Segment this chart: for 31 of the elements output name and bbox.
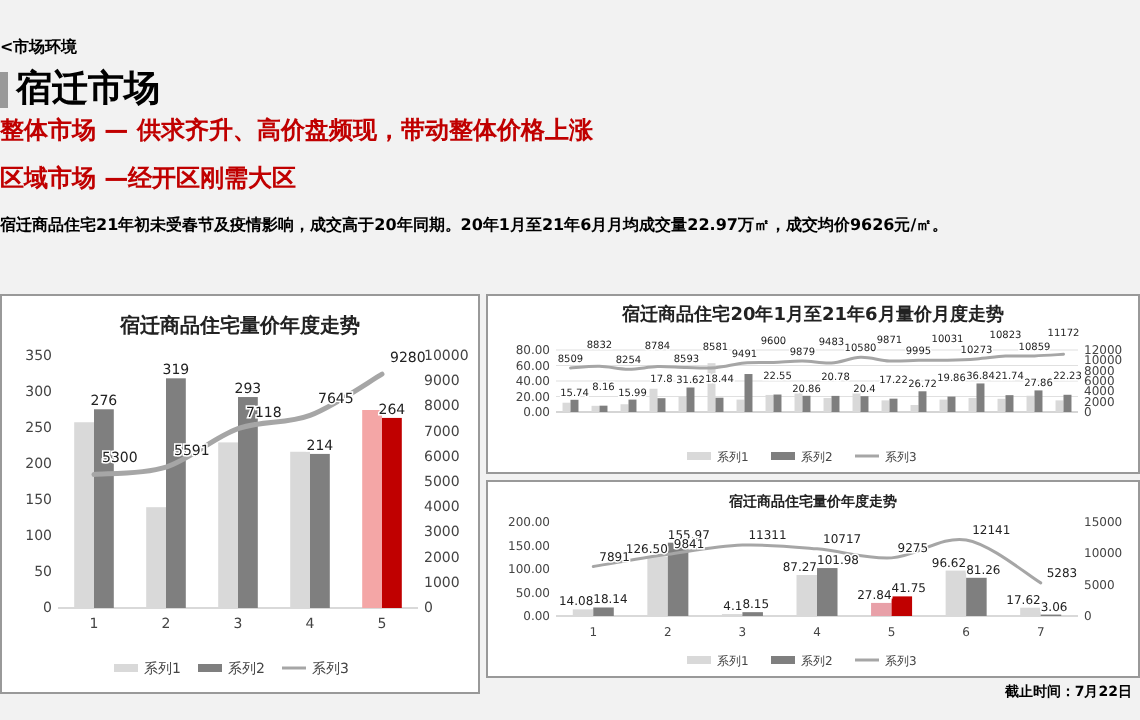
chart-title: 宿迁商品住宅量价年度走势 (118, 314, 360, 338)
bar (591, 405, 600, 412)
text: 整体市场 — 供求齐升、高价盘频现，带动整体价格上涨 (0, 114, 593, 148)
bar (910, 405, 919, 412)
bar (290, 451, 310, 608)
text: 宿迁市场 (16, 66, 160, 112)
bar (620, 404, 629, 412)
bar (74, 422, 94, 608)
bar (572, 609, 594, 616)
bar (562, 402, 571, 412)
text: <市场环境 (0, 36, 78, 58)
bar (382, 417, 402, 608)
chart-title: 宿迁商品住宅20年1月至21年6月量价月度走势 (620, 304, 1004, 326)
line-series (591, 537, 1043, 585)
bar (796, 574, 817, 616)
bar (891, 596, 913, 616)
bar (218, 442, 238, 608)
bar (945, 570, 967, 616)
bar (686, 387, 695, 412)
bar (593, 607, 614, 616)
bar (966, 577, 987, 616)
bar (362, 410, 382, 608)
bar (310, 453, 330, 608)
bar (1034, 390, 1043, 412)
bar (817, 568, 838, 616)
bar (1020, 607, 1041, 616)
bar (871, 602, 892, 616)
text: 宿迁商品住宅21年初未受春节及疫情影响，成交高于20年同期。20年1月至21年6月月均成交量22.97万㎡，成交均价9626元/㎡。 (0, 214, 949, 236)
bar (647, 556, 668, 616)
text: 区域市场 —经开区刚需大区 (0, 162, 297, 196)
bar (146, 507, 166, 608)
